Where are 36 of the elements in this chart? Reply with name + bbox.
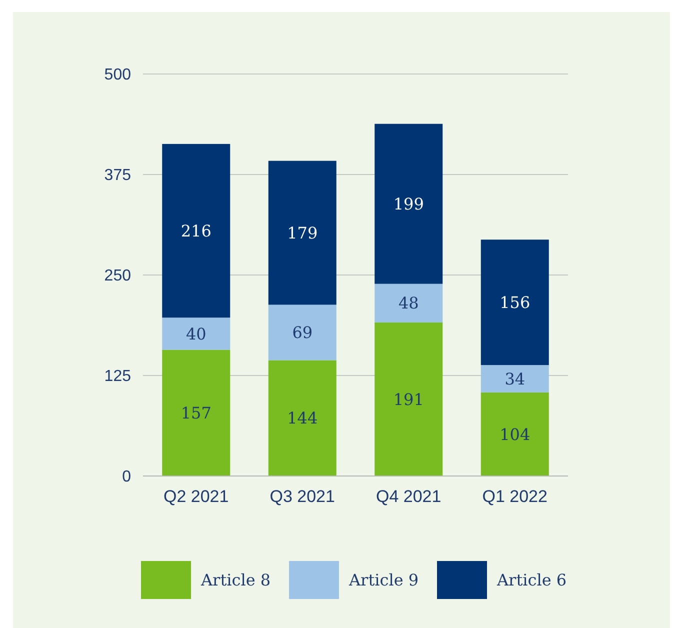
- bar: [480, 392, 549, 476]
- bar: [268, 360, 336, 476]
- data-label: 199: [393, 194, 424, 214]
- legend-label: Article 9: [348, 570, 419, 590]
- legend-label: Article 8: [200, 570, 271, 590]
- data-label: 156: [500, 292, 530, 312]
- legend-label: Article 6: [496, 570, 567, 590]
- bar: [162, 350, 230, 476]
- y-tick-label: 500: [104, 66, 132, 84]
- data-label: 40: [186, 324, 206, 344]
- x-tick-label: Q4 2021: [376, 487, 442, 506]
- data-label: 179: [287, 223, 318, 242]
- data-label: 104: [500, 424, 530, 444]
- y-tick-label: 375: [104, 167, 132, 184]
- bar: [162, 318, 230, 350]
- y-tick-label: 250: [104, 268, 132, 285]
- y-tick-label: 125: [104, 368, 132, 386]
- data-label: 48: [398, 294, 419, 313]
- x-tick-label: Q2 2021: [164, 487, 229, 506]
- bar: [268, 160, 336, 305]
- data-label: 69: [292, 323, 313, 342]
- bar: [374, 322, 443, 476]
- x-tick-label: Q1 2022: [482, 487, 548, 506]
- bar: [374, 284, 443, 322]
- y-tick-label: 0: [122, 468, 132, 486]
- data-label: 144: [287, 408, 318, 428]
- bar: [162, 144, 230, 318]
- bar: [480, 240, 549, 366]
- data-label: 216: [180, 221, 212, 240]
- bar: [268, 304, 336, 360]
- bar: [480, 365, 549, 392]
- x-tick-label: Q3 2021: [270, 487, 335, 506]
- bar: [374, 124, 443, 284]
- data-label: 191: [393, 390, 424, 409]
- data-label: 34: [504, 369, 526, 388]
- data-label: 157: [180, 403, 212, 422]
